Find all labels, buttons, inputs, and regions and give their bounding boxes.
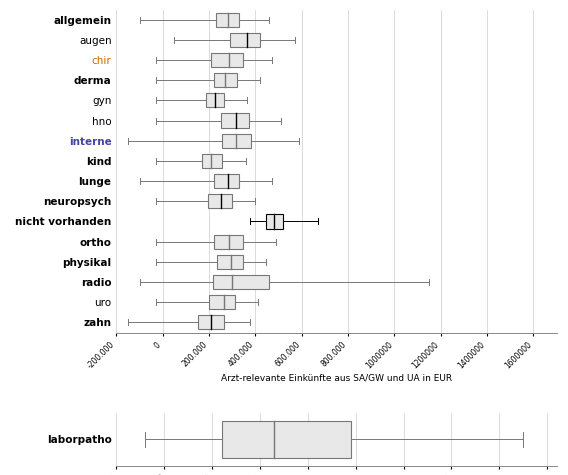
Bar: [214, 235, 243, 249]
Bar: [230, 33, 260, 47]
Bar: [202, 154, 222, 168]
Bar: [214, 73, 237, 87]
Bar: [266, 214, 283, 228]
Bar: [208, 194, 232, 209]
Bar: [221, 114, 249, 128]
X-axis label: Arzt-relevante Einkünfte aus SA/GW und UA in EUR: Arzt-relevante Einkünfte aus SA/GW und U…: [221, 373, 452, 382]
Bar: [214, 174, 239, 188]
Bar: [209, 295, 235, 309]
Bar: [217, 255, 243, 269]
Bar: [206, 93, 224, 107]
Bar: [211, 53, 243, 67]
Bar: [198, 315, 224, 330]
Bar: [216, 12, 239, 27]
Bar: [212, 275, 269, 289]
Bar: [222, 421, 351, 458]
Bar: [222, 133, 251, 148]
